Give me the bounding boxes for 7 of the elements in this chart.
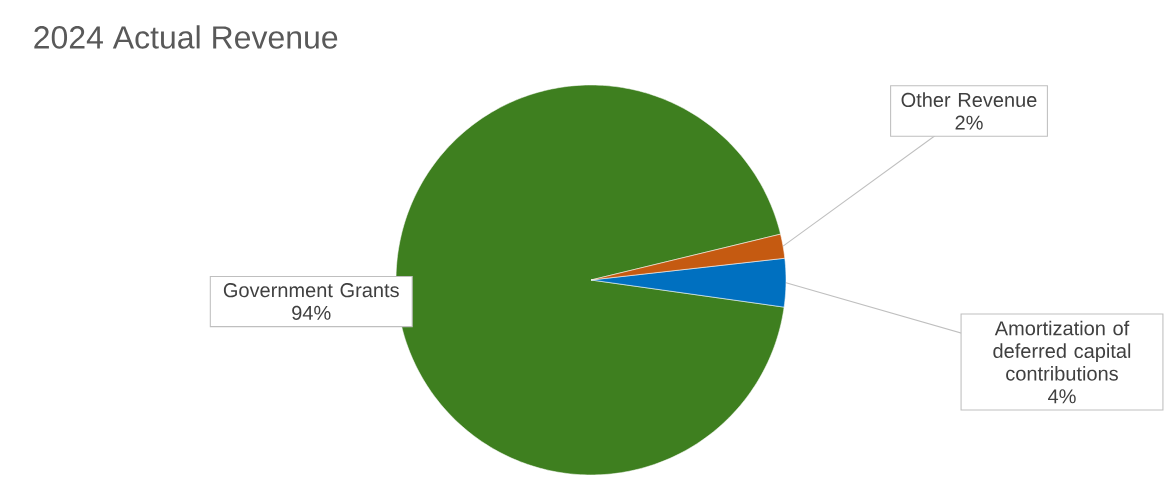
slice-label: Amortization of deferred capital contributions (993, 320, 1131, 381)
slice-label: Government Grants (223, 283, 399, 298)
data-label: 94% (292, 305, 331, 320)
data-label: 4% (1048, 389, 1076, 404)
chart-title: 2024 Actual Revenue (34, 25, 338, 49)
slice-label: Other Revenue (901, 92, 1037, 108)
data-label: 2% (955, 115, 983, 130)
